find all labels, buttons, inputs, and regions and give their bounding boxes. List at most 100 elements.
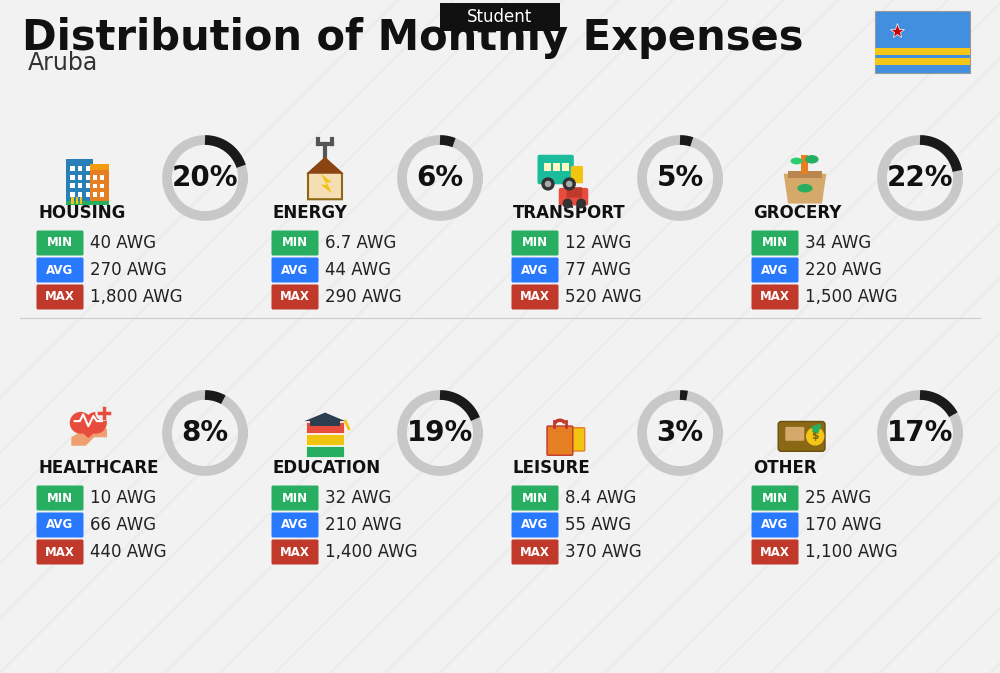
Circle shape: [545, 182, 551, 186]
Text: AVG: AVG: [761, 518, 789, 532]
FancyBboxPatch shape: [512, 540, 558, 565]
FancyBboxPatch shape: [70, 166, 75, 171]
Text: MAX: MAX: [520, 291, 550, 304]
Polygon shape: [306, 157, 344, 174]
FancyBboxPatch shape: [272, 540, 318, 565]
FancyBboxPatch shape: [512, 485, 558, 511]
Text: 520 AWG: 520 AWG: [565, 288, 642, 306]
FancyBboxPatch shape: [544, 163, 551, 171]
Text: 77 AWG: 77 AWG: [565, 261, 631, 279]
Text: 55 AWG: 55 AWG: [565, 516, 631, 534]
FancyBboxPatch shape: [100, 192, 104, 197]
FancyBboxPatch shape: [78, 192, 82, 197]
FancyBboxPatch shape: [100, 184, 104, 188]
Text: 25 AWG: 25 AWG: [805, 489, 871, 507]
FancyBboxPatch shape: [272, 513, 318, 538]
Circle shape: [563, 178, 575, 190]
Circle shape: [567, 182, 572, 186]
Circle shape: [86, 413, 106, 433]
FancyBboxPatch shape: [752, 513, 798, 538]
Text: 22%: 22%: [887, 164, 953, 192]
Polygon shape: [71, 423, 105, 438]
Text: AVG: AVG: [281, 264, 309, 277]
Text: LEISURE: LEISURE: [513, 459, 591, 477]
Text: GROCERY: GROCERY: [753, 204, 841, 222]
FancyBboxPatch shape: [36, 513, 84, 538]
FancyBboxPatch shape: [100, 176, 104, 180]
Text: MAX: MAX: [280, 546, 310, 559]
FancyBboxPatch shape: [70, 174, 75, 180]
Text: 40 AWG: 40 AWG: [90, 234, 156, 252]
FancyBboxPatch shape: [306, 446, 344, 457]
FancyBboxPatch shape: [78, 174, 82, 180]
Text: 1,500 AWG: 1,500 AWG: [805, 288, 898, 306]
Text: HEALTHCARE: HEALTHCARE: [38, 459, 158, 477]
Polygon shape: [784, 174, 826, 203]
FancyBboxPatch shape: [752, 485, 798, 511]
Text: MAX: MAX: [760, 546, 790, 559]
FancyBboxPatch shape: [752, 540, 798, 565]
Text: 270 AWG: 270 AWG: [90, 261, 167, 279]
FancyBboxPatch shape: [86, 166, 90, 171]
Circle shape: [542, 178, 554, 190]
Text: 12 AWG: 12 AWG: [565, 234, 631, 252]
FancyBboxPatch shape: [78, 183, 82, 188]
FancyBboxPatch shape: [801, 155, 808, 174]
Text: MIN: MIN: [282, 236, 308, 250]
Text: 66 AWG: 66 AWG: [90, 516, 156, 534]
FancyBboxPatch shape: [272, 258, 318, 283]
Polygon shape: [305, 413, 345, 421]
Text: TRANSPORT: TRANSPORT: [513, 204, 626, 222]
Text: MIN: MIN: [762, 491, 788, 505]
FancyBboxPatch shape: [36, 230, 84, 256]
Text: AVG: AVG: [521, 264, 549, 277]
Text: Distribution of Monthly Expenses: Distribution of Monthly Expenses: [22, 17, 804, 59]
Text: ENERGY: ENERGY: [273, 204, 348, 222]
FancyBboxPatch shape: [875, 48, 970, 55]
FancyBboxPatch shape: [36, 485, 84, 511]
Text: MAX: MAX: [45, 546, 75, 559]
FancyBboxPatch shape: [78, 166, 82, 171]
Ellipse shape: [805, 155, 819, 164]
Text: 1,100 AWG: 1,100 AWG: [805, 543, 898, 561]
Text: 32 AWG: 32 AWG: [325, 489, 391, 507]
FancyBboxPatch shape: [785, 427, 804, 441]
Text: 290 AWG: 290 AWG: [325, 288, 402, 306]
Circle shape: [563, 199, 572, 208]
Text: 170 AWG: 170 AWG: [805, 516, 882, 534]
FancyBboxPatch shape: [752, 285, 798, 310]
Text: 210 AWG: 210 AWG: [325, 516, 402, 534]
FancyBboxPatch shape: [90, 164, 109, 170]
Text: MAX: MAX: [280, 291, 310, 304]
Text: MAX: MAX: [520, 546, 550, 559]
Text: MIN: MIN: [47, 236, 73, 250]
FancyBboxPatch shape: [36, 258, 84, 283]
FancyBboxPatch shape: [93, 192, 97, 197]
FancyBboxPatch shape: [36, 540, 84, 565]
FancyBboxPatch shape: [272, 285, 318, 310]
Text: MIN: MIN: [522, 236, 548, 250]
Text: AVG: AVG: [46, 264, 74, 277]
Circle shape: [807, 428, 824, 445]
Text: 20%: 20%: [172, 164, 238, 192]
FancyBboxPatch shape: [71, 197, 74, 203]
Polygon shape: [71, 429, 107, 446]
Text: AVG: AVG: [761, 264, 789, 277]
Text: AVG: AVG: [281, 518, 309, 532]
Text: 1,800 AWG: 1,800 AWG: [90, 288, 183, 306]
Text: 10 AWG: 10 AWG: [90, 489, 156, 507]
FancyBboxPatch shape: [66, 160, 93, 203]
Text: 6.7 AWG: 6.7 AWG: [325, 234, 396, 252]
Text: MIN: MIN: [522, 491, 548, 505]
FancyBboxPatch shape: [86, 192, 90, 197]
FancyBboxPatch shape: [512, 258, 558, 283]
FancyBboxPatch shape: [86, 174, 90, 180]
Ellipse shape: [791, 157, 802, 164]
FancyBboxPatch shape: [86, 183, 90, 188]
FancyBboxPatch shape: [571, 166, 583, 183]
Text: MAX: MAX: [760, 291, 790, 304]
FancyBboxPatch shape: [553, 163, 560, 171]
Text: Aruba: Aruba: [28, 51, 98, 75]
Text: EDUCATION: EDUCATION: [273, 459, 381, 477]
Text: AVG: AVG: [521, 518, 549, 532]
